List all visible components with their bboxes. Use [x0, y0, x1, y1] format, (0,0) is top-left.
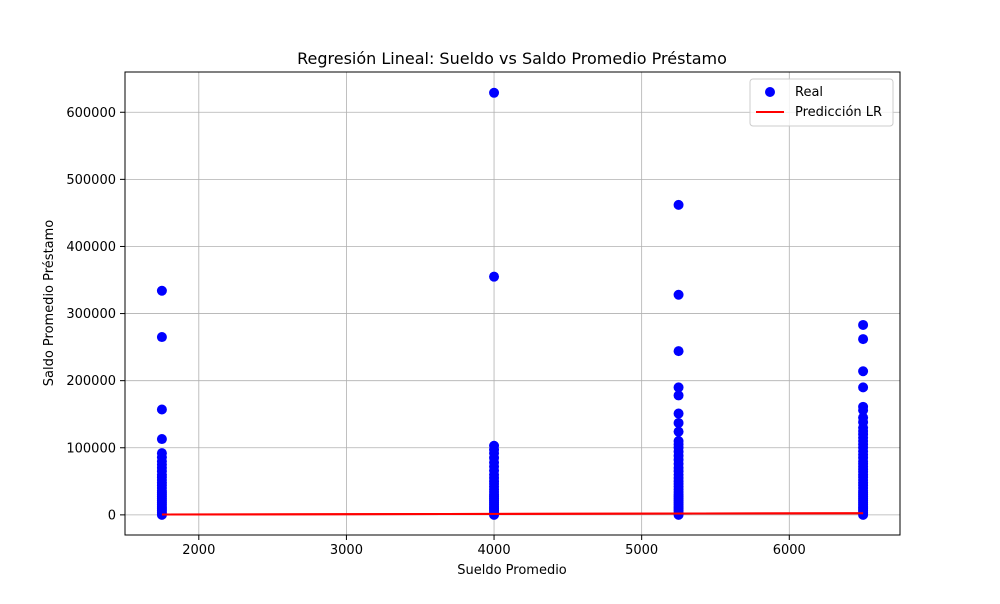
legend: Real Predicción LR	[749, 78, 894, 127]
x-tick-label: 2000	[182, 543, 215, 558]
x-tick-label: 6000	[773, 543, 806, 558]
x-tick-label: 5000	[625, 543, 658, 558]
data-point	[489, 87, 500, 98]
plot-frame	[124, 71, 901, 536]
x-axis-ticks: 2000 3000 4000 5000 6000	[182, 535, 806, 558]
data-point	[858, 382, 869, 393]
legend-marker-real	[765, 87, 775, 97]
data-point	[156, 434, 167, 445]
data-point	[673, 436, 684, 447]
data-point	[858, 366, 869, 377]
legend-label-real: Real	[795, 85, 823, 100]
y-axis-label: Saldo Promedio Préstamo	[42, 220, 57, 387]
y-tick-label: 400000	[66, 240, 116, 255]
y-tick-label: 300000	[66, 307, 116, 322]
data-point	[673, 408, 684, 419]
y-tick-label: 500000	[66, 173, 116, 188]
x-axis-label: Sueldo Promedio	[457, 563, 567, 578]
data-point	[156, 285, 167, 296]
data-point	[673, 346, 684, 357]
data-point	[156, 404, 167, 415]
y-tick-label: 100000	[66, 441, 116, 456]
y-tick-label: 600000	[66, 106, 116, 121]
data-point	[673, 382, 684, 393]
y-tick-label: 0	[108, 508, 116, 523]
data-point	[673, 390, 684, 401]
data-point	[489, 271, 500, 282]
plot-area	[125, 72, 900, 535]
data-point	[673, 426, 684, 437]
data-point	[673, 289, 684, 300]
legend-box	[749, 78, 894, 127]
x-tick-label: 4000	[478, 543, 511, 558]
data-point	[858, 319, 869, 330]
data-point	[858, 334, 869, 345]
data-point	[156, 448, 167, 459]
grid-lines	[125, 72, 900, 535]
data-point	[489, 440, 500, 451]
data-point	[858, 401, 869, 412]
y-tick-label: 200000	[66, 374, 116, 389]
data-point	[673, 417, 684, 428]
x-tick-label: 3000	[330, 543, 363, 558]
chart-title: Regresión Lineal: Sueldo vs Saldo Promed…	[297, 49, 727, 68]
legend-label-prediction: Predicción LR	[795, 105, 882, 120]
data-point	[673, 199, 684, 210]
data-point	[858, 412, 869, 423]
regression-line-overlay	[161, 512, 864, 516]
scatter-points-layer	[156, 87, 869, 520]
y-axis-ticks: 0 100000 200000 300000 400000 500000 600000	[66, 106, 125, 523]
data-point	[156, 332, 167, 343]
